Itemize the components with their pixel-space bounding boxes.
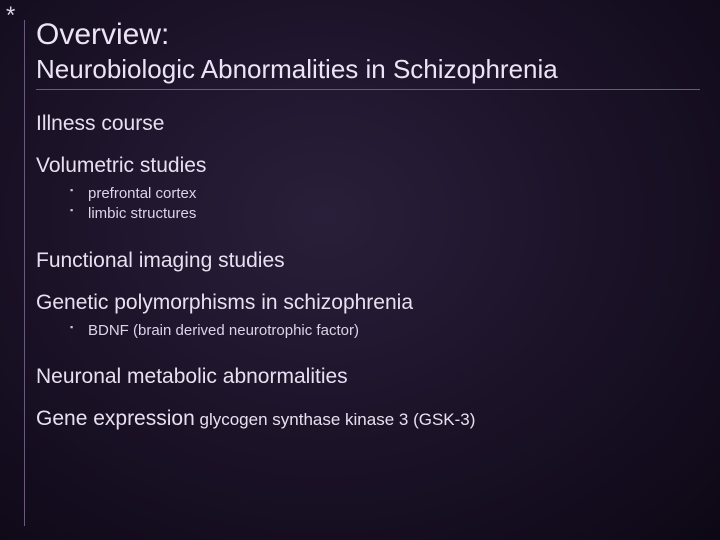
list-item: BDNF (brain derived neurotrophic factor) — [88, 321, 700, 341]
slide-content: Overview: Neurobiologic Abnormalities in… — [36, 18, 700, 449]
title-line-1: Overview: — [36, 18, 700, 52]
section-illness-course: Illness course — [36, 112, 700, 136]
volumetric-sublist: prefrontal cortex limbic structures — [36, 184, 700, 225]
genetic-sublist: BDNF (brain derived neurotrophic factor) — [36, 321, 700, 341]
title-line-2: Neurobiologic Abnormalities in Schizophr… — [36, 54, 700, 85]
section-volumetric: Volumetric studies — [36, 154, 700, 178]
section-neuronal-metabolic: Neuronal metabolic abnormalities — [36, 365, 700, 389]
list-item: limbic structures — [88, 204, 700, 224]
asterisk-marker: * — [6, 2, 15, 30]
section-gene-expression: Gene expression glycogen synthase kinase… — [36, 407, 700, 431]
section-genetic-polymorphisms: Genetic polymorphisms in schizophrenia — [36, 291, 700, 315]
gene-expression-main: Gene expression — [36, 407, 195, 430]
list-item: prefrontal cortex — [88, 184, 700, 204]
vertical-divider — [24, 20, 25, 526]
title-block: Overview: Neurobiologic Abnormalities in… — [36, 18, 700, 90]
gene-expression-sub: glycogen synthase kinase 3 (GSK-3) — [195, 410, 476, 429]
slide: * Overview: Neurobiologic Abnormalities … — [0, 0, 720, 540]
section-functional-imaging: Functional imaging studies — [36, 249, 700, 273]
